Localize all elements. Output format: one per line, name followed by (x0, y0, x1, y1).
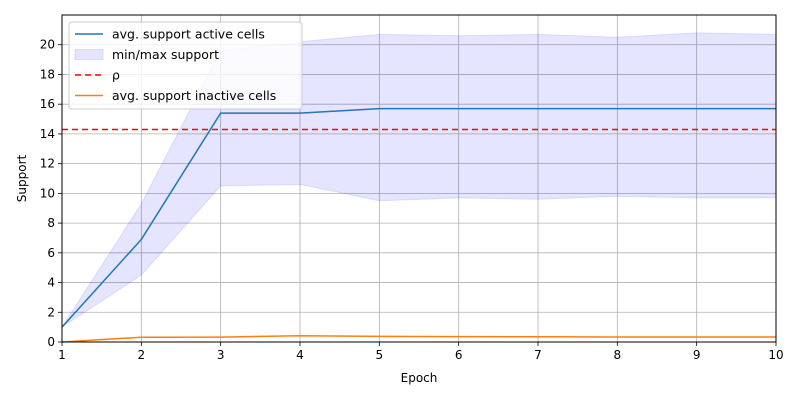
legend-label: avg. support active cells (112, 27, 265, 42)
y-tick-label: 12 (40, 157, 55, 171)
x-tick-label: 10 (768, 348, 783, 362)
y-tick-label: 16 (40, 97, 55, 111)
x-tick-label: 8 (614, 348, 622, 362)
legend-box (68, 21, 303, 110)
x-axis-label: Epoch (401, 371, 438, 385)
y-tick-label: 18 (40, 67, 55, 81)
plot-frame (61, 14, 777, 343)
legend-label: ρ (112, 68, 120, 83)
series-layer (61, 107, 776, 343)
x-tick-label: 3 (217, 348, 225, 362)
legend: avg. support active cells min/max support… (68, 21, 303, 110)
y-tick-label: 14 (40, 127, 55, 141)
y-axis-label: Support (15, 154, 29, 202)
y-tick-label: 8 (47, 216, 55, 230)
series-line (61, 335, 776, 343)
legend-swatch (74, 49, 104, 60)
y-tick-label: 0 (47, 335, 55, 349)
y-tick-label: 10 (40, 186, 55, 200)
x-tick-label: 4 (296, 348, 304, 362)
x-tick-label: 5 (376, 348, 384, 362)
y-tick-label: 6 (47, 246, 55, 260)
y-tick-label: 4 (47, 276, 55, 290)
y-tick-label: 2 (47, 305, 55, 319)
legend-label: avg. support inactive cells (112, 88, 276, 103)
x-tick-label: 2 (138, 348, 146, 362)
x-tick-label: 6 (455, 348, 463, 362)
series-line (61, 107, 776, 328)
x-axis: 1 2 3 4 5 6 7 8 9 10 (58, 342, 784, 362)
legend-label: min/max support (112, 47, 219, 62)
y-tick-label: 20 (40, 38, 55, 52)
y-axis: 0 2 4 6 8 10 12 14 16 18 20 (40, 38, 62, 349)
x-tick-label: 9 (693, 348, 701, 362)
x-tick-label: 1 (58, 348, 66, 362)
x-tick-label: 7 (534, 348, 542, 362)
